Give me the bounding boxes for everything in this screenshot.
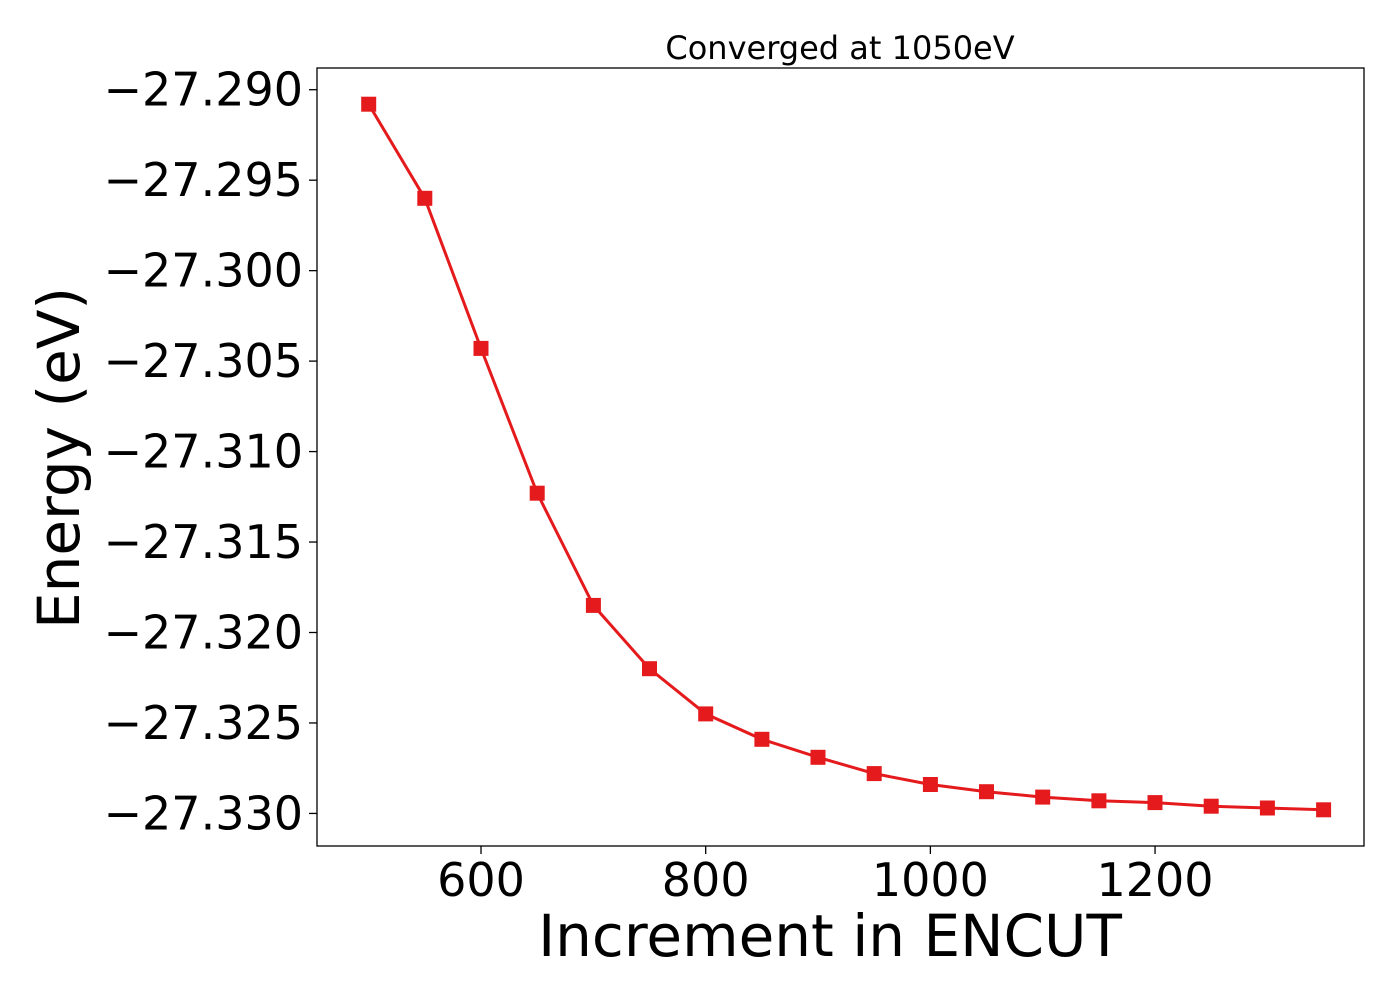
y-tick-label: −27.315 <box>104 515 304 569</box>
data-point <box>866 766 882 782</box>
data-point <box>1147 795 1163 811</box>
y-tick-label: −27.305 <box>104 334 304 388</box>
y-tick-label: −27.325 <box>104 696 304 750</box>
data-point <box>473 340 489 356</box>
y-tick-label: −27.300 <box>104 244 304 298</box>
data-point <box>1316 802 1332 818</box>
data-point <box>698 706 714 722</box>
y-tick-label: −27.330 <box>104 786 304 840</box>
series-markers <box>361 96 1332 818</box>
data-point <box>417 190 433 206</box>
chart-title: Converged at 1050eV <box>665 29 1014 67</box>
y-axis: −27.290 −27.295 −27.300 −27.305 −27.310 −27.3… <box>104 63 317 840</box>
data-point <box>361 96 377 112</box>
y-tick-label: −27.290 <box>104 63 304 117</box>
x-tick-label: 600 <box>437 853 525 907</box>
data-point <box>1091 793 1107 809</box>
y-tick-label: −27.310 <box>104 425 304 479</box>
data-point <box>1259 800 1275 816</box>
data-point <box>754 731 770 747</box>
y-tick-label: −27.295 <box>104 153 304 207</box>
y-axis-label: Energy (eV) <box>25 287 93 629</box>
data-point <box>529 485 545 501</box>
series-line <box>367 103 1324 812</box>
x-axis: 600 800 1000 1200 <box>437 846 1214 907</box>
y-tick-label: −27.320 <box>104 606 304 660</box>
data-point <box>979 784 994 800</box>
data-point <box>1035 789 1051 805</box>
x-tick-label: 1000 <box>872 853 989 907</box>
data-point <box>1203 798 1219 814</box>
data-point <box>922 777 938 792</box>
plot-frame <box>316 67 1365 847</box>
x-axis-label: Increment in ENCUT <box>538 902 1122 970</box>
x-tick-label: 1200 <box>1097 853 1214 907</box>
data-point <box>585 597 601 613</box>
data-point <box>642 661 657 677</box>
data-point <box>810 749 826 765</box>
x-tick-label: 800 <box>662 853 750 907</box>
